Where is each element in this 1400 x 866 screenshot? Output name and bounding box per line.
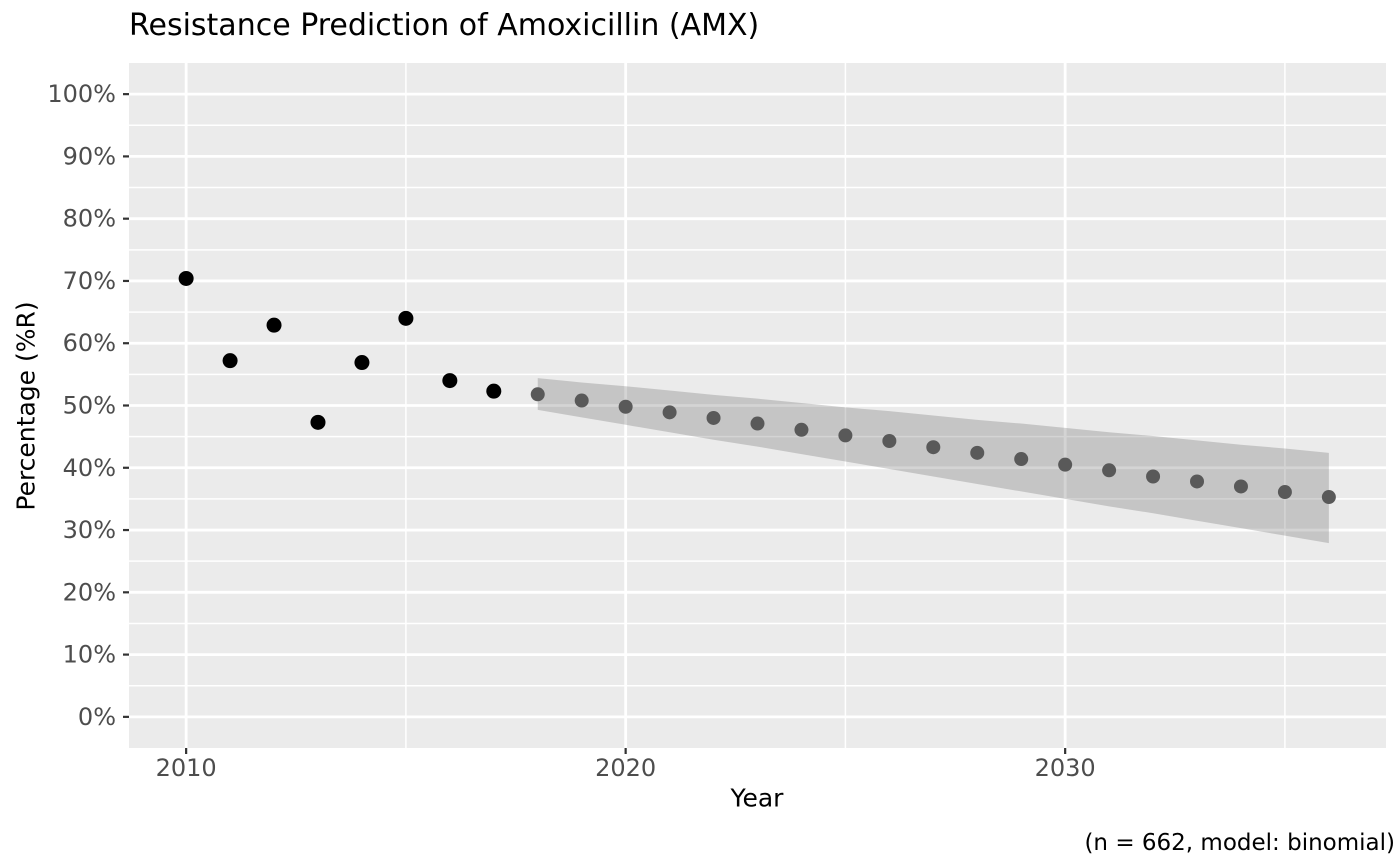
confidence-ribbon: [537, 378, 1329, 544]
observed-point: [222, 353, 238, 369]
predicted-point: [1058, 457, 1073, 472]
predicted-point: [794, 422, 809, 437]
predicted-point: [530, 387, 545, 402]
chart-caption: (n = 662, model: binomial): [1084, 830, 1395, 856]
observed-point: [310, 414, 326, 430]
y-tick-label: 20%: [63, 578, 116, 606]
y-tick-label: 10%: [63, 641, 116, 669]
observed-point: [178, 270, 194, 286]
axis-tick-marks: [123, 93, 1067, 754]
observed-point: [354, 355, 370, 371]
axis-tick-labels: 2010 2020 2030 0% 10% 20% 30% 40% 50% 60% 70% 80% 90…: [47, 80, 1095, 782]
predicted-point: [1321, 490, 1336, 505]
y-tick-label: 0%: [78, 703, 116, 731]
observed-point: [266, 317, 282, 333]
y-tick-label: 40%: [63, 454, 116, 482]
grid-minor-lines: [129, 63, 1386, 748]
y-tick-label: 30%: [63, 516, 116, 544]
x-axis-title: Year: [730, 783, 784, 813]
predicted-point: [706, 410, 721, 425]
predicted-point: [970, 445, 985, 460]
predicted-point: [618, 399, 633, 414]
predicted-point: [1102, 463, 1117, 478]
observed-point: [442, 373, 458, 389]
chart-title: Resistance Prediction of Amoxicillin (AM…: [129, 8, 760, 43]
predicted-point: [1233, 479, 1248, 494]
predicted-point: [1190, 474, 1205, 489]
grid-major-lines: [129, 63, 1386, 748]
data-points: [178, 270, 1336, 505]
predicted-point: [574, 393, 589, 408]
x-tick-label: 2020: [595, 754, 656, 782]
predicted-point: [1277, 485, 1292, 500]
predicted-point: [750, 416, 765, 431]
x-tick-label: 2010: [156, 754, 217, 782]
predicted-point: [882, 433, 897, 448]
y-tick-label: 70%: [63, 267, 116, 295]
y-tick-label: 100%: [47, 80, 116, 108]
predicted-point: [1014, 452, 1029, 467]
observed-point: [486, 383, 502, 399]
predicted-point: [926, 440, 941, 455]
confidence-ribbon-area: [537, 378, 1329, 544]
predicted-point: [1146, 469, 1161, 484]
y-tick-label: 90%: [63, 142, 116, 170]
x-tick-label: 2030: [1035, 754, 1096, 782]
y-tick-label: 80%: [63, 205, 116, 233]
y-tick-label: 50%: [63, 392, 116, 420]
predicted-point: [838, 428, 853, 443]
predicted-point: [662, 405, 677, 420]
y-tick-label: 60%: [63, 329, 116, 357]
observed-point: [398, 310, 414, 326]
